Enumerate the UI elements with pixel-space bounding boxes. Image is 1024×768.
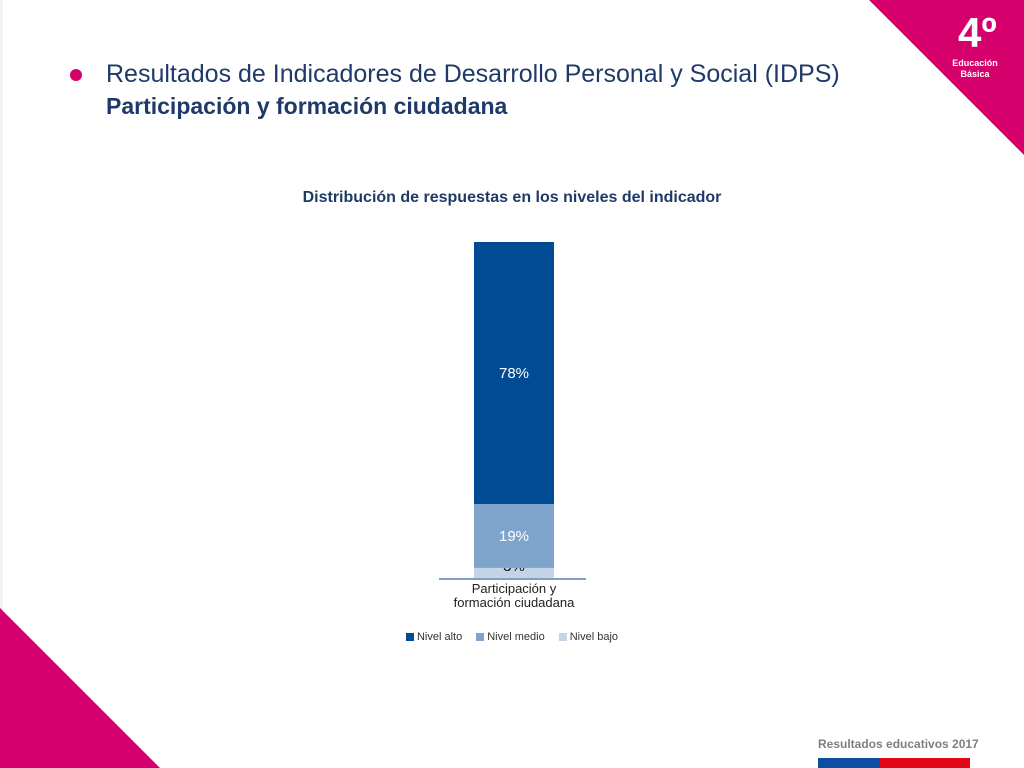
legend-item-nivel-bajo: Nivel bajo	[558, 631, 619, 643]
legend-swatch-nivel-alto	[405, 633, 414, 641]
chart-legend: Nivel alto Nivel medio Nivel bajo	[0, 631, 1024, 643]
legend-item-nivel-alto: Nivel alto	[405, 631, 463, 643]
legend-label-nivel-alto: Nivel alto	[416, 631, 463, 643]
bar-segment-nivel-bajo	[474, 567, 554, 578]
chart-title: Distribución de respuestas en los nivele…	[302, 189, 722, 206]
grade-badge: 4º	[958, 9, 997, 56]
bar-segment-nivel-medio	[474, 504, 554, 568]
legend-swatch-nivel-medio	[476, 633, 485, 641]
bar-segment-nivel-alto	[474, 242, 554, 505]
x-tick-label-line-2: formación ciudadana	[454, 595, 575, 610]
data-label-nivel-medio: 19%	[499, 528, 529, 545]
left-edge-rule	[0, 0, 3, 768]
footer-bar-red	[880, 758, 970, 768]
corner-decoration-bottom-left	[0, 608, 160, 768]
footer-bar-blue	[818, 758, 880, 768]
legend-item-nivel-medio: Nivel medio	[476, 631, 545, 643]
page-subtitle: Participación y formación ciudadana	[106, 93, 508, 119]
grade-level-line1: Educación	[952, 58, 998, 68]
page-title: Resultados de Indicadores de Desarrollo …	[106, 60, 840, 88]
legend-swatch-nivel-bajo	[558, 633, 567, 641]
grade-level-label: Educación Básica	[940, 58, 1010, 80]
bullet-dot-icon	[70, 69, 82, 81]
footer-flag-bar	[818, 758, 970, 768]
corner-decoration-top-right	[869, 0, 1024, 155]
legend-label-nivel-bajo: Nivel bajo	[569, 631, 619, 643]
x-tick-label-line-1: Participación y	[472, 581, 557, 596]
data-label-nivel-alto: 78%	[499, 365, 529, 382]
legend-label-nivel-medio: Nivel medio	[487, 631, 545, 643]
footer-caption: Resultados educativos 2017	[818, 737, 979, 751]
grade-level-line2: Básica	[960, 69, 990, 79]
